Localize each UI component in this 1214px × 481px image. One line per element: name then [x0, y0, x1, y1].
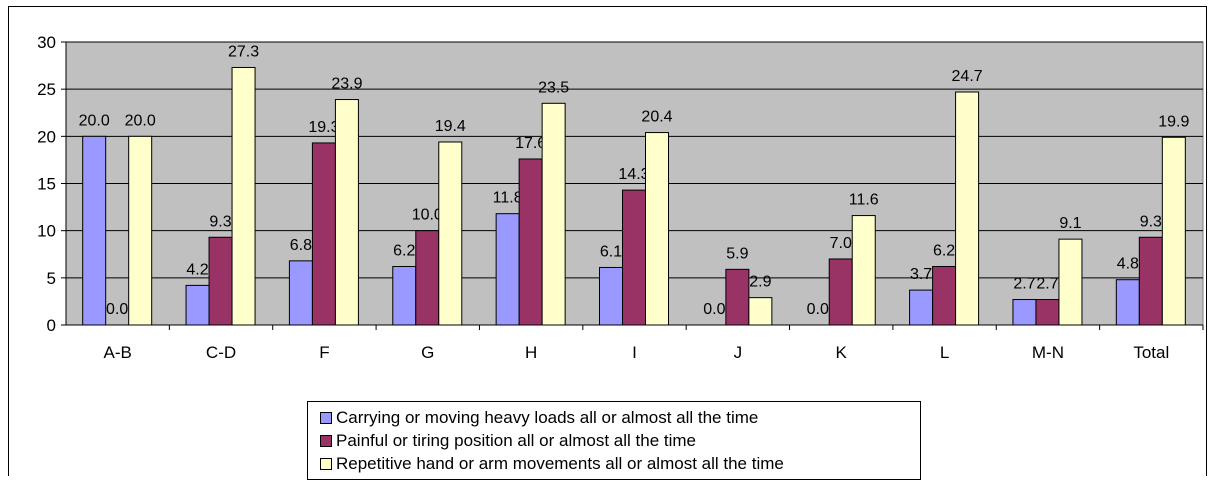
bar: [495, 213, 520, 326]
x-tick-label: F: [319, 343, 329, 362]
data-label: 19.4: [435, 118, 466, 135]
legend-item-repetitive-movements: Repetitive hand or arm movements all or …: [320, 454, 784, 474]
bar: [1058, 238, 1083, 326]
bar: [932, 266, 957, 326]
x-tick-label: I: [632, 343, 637, 362]
y-tick-label: 10: [37, 222, 56, 241]
bar: [622, 189, 646, 326]
bar: [208, 236, 233, 326]
data-label: 2.7: [1013, 276, 1035, 293]
bar: [1115, 279, 1140, 326]
bar: [415, 230, 440, 326]
x-tick-label: H: [525, 343, 537, 362]
data-label: 11.6: [849, 192, 879, 209]
legend-label-repetitive-movements: Repetitive hand or arm movements all or …: [336, 454, 784, 473]
chart-frame: 0 5 10 15 20 25 30 A-B 20.0 0.0 20.0 C-D 4.2 9.3 27.3 F…: [8, 6, 1207, 480]
data-label: 0.0: [807, 301, 829, 318]
data-label: 0.0: [106, 301, 128, 318]
legend-label-heavy-loads: Carrying or moving heavy loads all or al…: [336, 408, 759, 427]
y-tick-label: 5: [47, 269, 56, 288]
bar: [334, 99, 359, 326]
data-label: 27.3: [228, 43, 259, 60]
y-tick-label: 30: [37, 33, 56, 52]
data-label: 3.7: [910, 266, 932, 283]
data-label: 0.0: [703, 301, 725, 318]
legend-swatch-repetitive-movements: [320, 458, 332, 470]
bar: [288, 260, 313, 326]
data-label: 24.7: [952, 68, 983, 85]
x-tick-label: C-D: [206, 343, 236, 362]
y-tick-label: 15: [37, 175, 56, 194]
data-label: 6.2: [393, 243, 415, 260]
bar: [1161, 136, 1186, 326]
data-label: 4.2: [186, 261, 208, 278]
bar-chart: 0 5 10 15 20 25 30 A-B 20.0 0.0 20.0 C-D 4.2 9.3 27.3 F…: [37, 33, 1204, 362]
data-label: 19.3: [308, 119, 339, 136]
x-tick-label: A-B: [104, 343, 132, 362]
x-tick-label: K: [836, 343, 848, 362]
data-label: 6.2: [933, 243, 955, 260]
x-tick-label: J: [734, 343, 743, 362]
y-tick-label: 25: [37, 80, 56, 99]
bar: [185, 284, 210, 326]
legend-item-heavy-loads: Carrying or moving heavy loads all or al…: [320, 408, 758, 428]
data-label: 19.9: [1158, 113, 1189, 130]
bar: [725, 268, 750, 326]
bar: [518, 158, 543, 326]
x-tick-label: L: [940, 343, 949, 362]
data-label: 7.0: [830, 235, 852, 252]
bar: [82, 135, 107, 326]
data-label: 6.8: [290, 237, 312, 254]
bar: [599, 266, 623, 326]
bar: [828, 258, 853, 326]
data-label: 4.8: [1117, 256, 1139, 273]
x-tick-label: G: [421, 343, 434, 362]
data-label: 6.1: [600, 243, 622, 260]
data-label: 20.0: [79, 112, 110, 129]
data-label: 20.4: [641, 109, 672, 126]
bar: [909, 289, 934, 326]
data-label: 20.0: [125, 112, 156, 129]
data-label: 2.9: [749, 274, 771, 291]
bar: [851, 215, 876, 326]
data-label: 11.8: [493, 190, 523, 207]
y-tick-label: 0: [47, 316, 56, 335]
data-label: 17.6: [515, 135, 546, 152]
x-tick-label: Total: [1133, 343, 1169, 362]
data-label: 23.5: [538, 79, 569, 96]
data-label: 5.9: [726, 245, 748, 262]
legend-item-painful-position: Painful or tiring position all or almost…: [320, 431, 696, 451]
y-tick-label: 20: [37, 127, 56, 146]
x-tick-label: M-N: [1032, 343, 1064, 362]
data-label: 23.9: [331, 76, 362, 93]
bar: [541, 102, 566, 326]
bar: [128, 135, 153, 326]
legend: Carrying or moving heavy loads all or al…: [307, 401, 921, 480]
legend-label-painful-position: Painful or tiring position all or almost…: [336, 431, 696, 450]
bar: [645, 132, 669, 326]
data-label: 9.1: [1059, 215, 1081, 232]
data-label: 9.3: [1140, 213, 1162, 230]
bar: [955, 91, 980, 326]
bar: [1012, 299, 1037, 326]
data-label: 10.0: [412, 207, 443, 224]
data-label: 9.3: [209, 213, 231, 230]
bar: [1138, 236, 1163, 326]
bar: [311, 142, 336, 326]
bar: [748, 297, 773, 326]
bar: [438, 141, 463, 326]
data-label: 2.7: [1036, 276, 1058, 293]
data-label: 14.3: [618, 166, 649, 183]
legend-swatch-painful-position: [320, 435, 332, 447]
bar: [231, 66, 256, 326]
legend-swatch-heavy-loads: [320, 412, 332, 424]
bar: [1035, 299, 1060, 326]
bar: [392, 266, 417, 326]
